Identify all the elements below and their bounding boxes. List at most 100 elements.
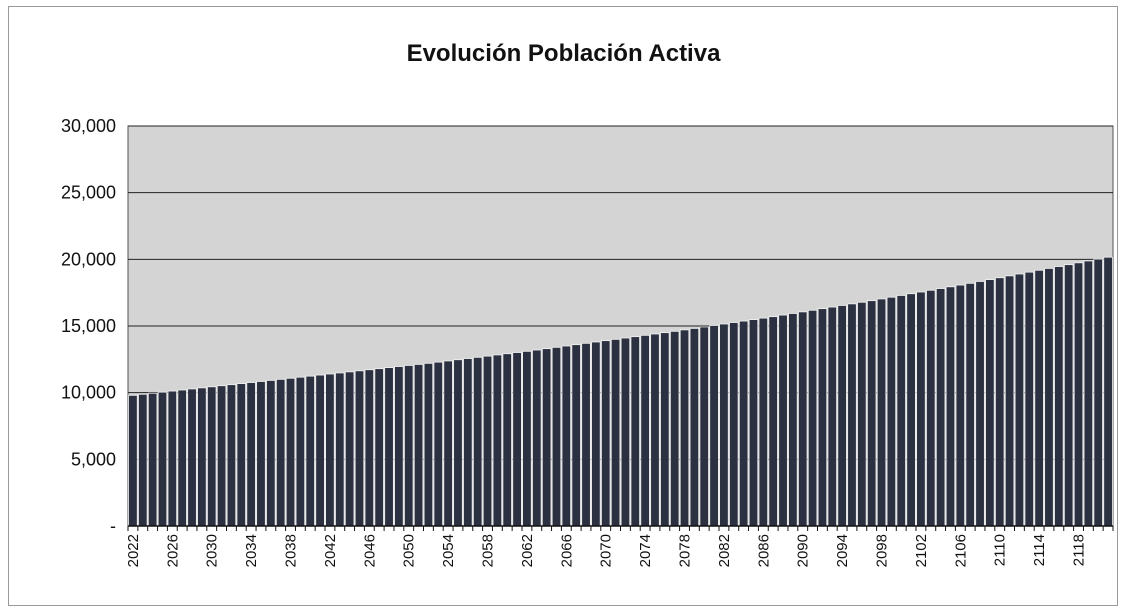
- x-tick-label-2038: 2038: [283, 534, 300, 567]
- bar-2047: [374, 368, 384, 527]
- bar-2072: [620, 337, 631, 527]
- bar-2096: [857, 301, 867, 527]
- bar-2066: [561, 345, 572, 527]
- bar-2110: [995, 277, 1005, 527]
- x-tick-label-2118: 2118: [1071, 534, 1088, 566]
- bar-2062: [522, 350, 532, 527]
- x-tick-label-2022: 2022: [125, 534, 142, 567]
- x-tick-label-2058: 2058: [480, 534, 497, 567]
- bar-2025: [157, 391, 168, 527]
- bar-2057: [472, 356, 483, 527]
- bar-2094: [837, 305, 847, 527]
- bar-2027: [177, 389, 187, 527]
- bar-2035: [256, 381, 266, 527]
- bar-2085: [748, 319, 759, 527]
- bar-2082: [719, 323, 729, 527]
- x-tick-label-2078: 2078: [677, 534, 694, 567]
- bar-2064: [541, 348, 552, 527]
- bar-2098: [876, 298, 887, 527]
- bar-2026: [167, 390, 178, 527]
- y-tick-label-2: 10,000: [61, 383, 116, 403]
- bar-2083: [729, 322, 739, 527]
- bar-2071: [610, 338, 621, 527]
- bar-2081: [709, 325, 719, 527]
- x-tick-label-2034: 2034: [243, 534, 260, 567]
- bar-2073: [630, 336, 641, 527]
- bar-2092: [817, 308, 828, 527]
- chart-title: Evolución Población Activa: [406, 40, 721, 67]
- bar-2115: [1044, 267, 1054, 527]
- bar-2105: [945, 286, 956, 527]
- bar-2060: [502, 353, 512, 527]
- y-tick-label-6: 30,000: [61, 116, 116, 136]
- bar-2106: [955, 284, 966, 527]
- x-tick-label-2054: 2054: [440, 534, 457, 567]
- bar-2063: [532, 349, 542, 527]
- bar-2088: [778, 314, 788, 527]
- bar-2053: [433, 361, 444, 527]
- x-tick-label-2026: 2026: [164, 534, 181, 567]
- x-tick-label-2082: 2082: [716, 534, 733, 567]
- bar-2045: [354, 370, 365, 527]
- bar-2034: [246, 382, 256, 527]
- bar-2089: [788, 313, 798, 527]
- bar-2036: [266, 379, 276, 527]
- bar-2058: [482, 355, 493, 527]
- bar-2046: [364, 369, 375, 527]
- x-tick-label-2110: 2110: [992, 534, 1009, 566]
- bar-2074: [640, 334, 650, 527]
- bar-2090: [798, 311, 808, 527]
- bar-2061: [512, 352, 522, 527]
- bar-2076: [660, 332, 670, 527]
- bar-2118: [1073, 262, 1084, 527]
- x-tick-label-2106: 2106: [952, 534, 969, 567]
- bar-2040: [305, 375, 315, 527]
- x-tick-label-2070: 2070: [598, 534, 615, 567]
- x-tick-label-2042: 2042: [322, 534, 339, 567]
- bar-2093: [827, 306, 838, 527]
- bar-2097: [866, 300, 877, 527]
- x-tick-label-2086: 2086: [755, 534, 772, 567]
- bar-2048: [384, 367, 394, 527]
- bar-2067: [571, 344, 581, 527]
- bar-2070: [601, 340, 611, 527]
- bar-2056: [463, 358, 473, 527]
- bar-2086: [758, 317, 769, 527]
- bar-2080: [699, 326, 709, 527]
- y-tick-label-3: 15,000: [61, 316, 116, 336]
- bar-2041: [315, 374, 325, 527]
- bar-2103: [926, 289, 936, 527]
- x-tick-label-2046: 2046: [361, 534, 378, 567]
- bar-2052: [423, 362, 434, 527]
- bar-2119: [1083, 260, 1094, 527]
- bar-2078: [679, 329, 690, 527]
- bar-2108: [975, 281, 985, 527]
- bar-2095: [847, 303, 857, 527]
- x-tick-label-2090: 2090: [795, 534, 812, 567]
- x-tick-label-2066: 2066: [558, 534, 575, 567]
- bar-2065: [551, 346, 562, 527]
- bar-2101: [906, 293, 916, 527]
- bar-2104: [935, 288, 946, 527]
- bar-2100: [896, 295, 906, 527]
- bar-2028: [187, 388, 197, 527]
- bar-2107: [965, 282, 975, 527]
- bar-2049: [394, 366, 404, 527]
- bar-2113: [1024, 271, 1034, 527]
- bar-2116: [1054, 266, 1064, 527]
- bar-2038: [285, 377, 296, 527]
- bar-2068: [581, 342, 591, 527]
- bar-2109: [985, 279, 995, 527]
- bar-2039: [295, 376, 306, 527]
- bar-2112: [1014, 273, 1025, 527]
- bar-2091: [807, 309, 818, 527]
- bar-2069: [591, 341, 601, 527]
- x-tick-label-2098: 2098: [874, 534, 891, 567]
- y-tick-label-0: -: [110, 516, 116, 536]
- x-tick-label-2102: 2102: [913, 534, 930, 567]
- bar-2054: [443, 360, 453, 527]
- bar-2114: [1034, 269, 1044, 527]
- bar-2033: [236, 383, 246, 527]
- bar-2111: [1004, 275, 1015, 527]
